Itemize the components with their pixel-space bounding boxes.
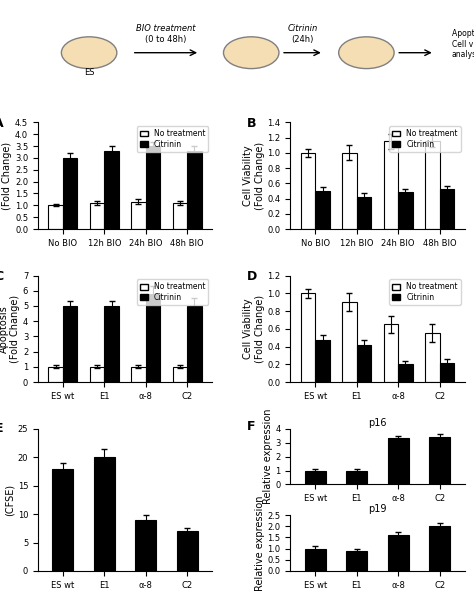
Y-axis label: Relative expression: Relative expression [255,495,265,591]
Bar [177,531,198,571]
Bar [429,437,450,484]
Bar [342,302,357,382]
Y-axis label: Proliferation index
(CFSE): Proliferation index (CFSE) [0,456,15,545]
Text: B: B [247,117,256,130]
Bar [429,526,450,571]
Ellipse shape [61,37,117,69]
Legend: No treatment, Citrinin: No treatment, Citrinin [137,279,208,305]
Title: p19: p19 [368,504,387,514]
Text: Apoptosis and
Cell viability
analysis: Apoptosis and Cell viability analysis [452,29,474,59]
Text: F: F [247,420,255,433]
Bar [301,153,315,229]
Bar [425,334,440,382]
Bar [63,158,77,229]
Bar [173,367,187,382]
Legend: No treatment, Citrinin: No treatment, Citrinin [389,279,461,305]
Y-axis label: Relative expression: Relative expression [263,409,273,504]
Bar [146,294,160,382]
Ellipse shape [223,37,279,69]
Y-axis label: Cell Viability
(Fold Change): Cell Viability (Fold Change) [243,295,264,363]
Text: Citrinin: Citrinin [287,24,318,33]
Bar [63,306,77,382]
Bar [90,367,104,382]
Bar [357,197,371,229]
Text: C: C [0,270,3,283]
Text: (24h): (24h) [291,35,314,44]
Text: (0 to 48h): (0 to 48h) [145,35,187,44]
Bar [388,535,409,571]
Y-axis label: Apoptosis
(Fold Change): Apoptosis (Fold Change) [0,295,20,363]
Bar [53,469,73,571]
Bar [305,549,326,571]
Bar [440,189,454,229]
Bar [357,345,371,382]
Y-axis label: Cell Viability
(Fold Change): Cell Viability (Fold Change) [243,142,264,210]
Bar [131,202,146,229]
Bar [104,151,119,229]
Bar [136,520,156,571]
Bar [187,306,201,382]
Ellipse shape [338,37,394,69]
Legend: No treatment, Citrinin: No treatment, Citrinin [389,126,461,152]
Text: BIO treatment: BIO treatment [136,24,196,33]
Bar [315,191,330,229]
Bar [346,551,367,571]
Bar [425,141,440,229]
Text: A: A [0,117,4,130]
Bar [146,146,160,229]
Bar [131,367,146,382]
Text: E: E [0,421,3,435]
Bar [388,439,409,484]
Bar [383,325,398,382]
Bar [398,364,413,382]
Bar [440,362,454,382]
Bar [305,471,326,484]
Legend: No treatment, Citrinin: No treatment, Citrinin [137,126,208,152]
Bar [187,151,201,229]
Bar [342,153,357,229]
Title: p16: p16 [368,418,387,428]
Y-axis label: Apoptosis
(Fold Change): Apoptosis (Fold Change) [0,142,12,210]
Text: D: D [247,270,257,283]
Bar [301,293,315,382]
Bar [315,340,330,382]
Bar [383,141,398,229]
Bar [48,206,63,229]
Bar [104,306,119,382]
Text: ES: ES [84,69,94,78]
Bar [398,192,413,229]
Bar [346,471,367,484]
Bar [94,457,115,571]
Bar [90,203,104,229]
Bar [173,203,187,229]
Bar [48,367,63,382]
